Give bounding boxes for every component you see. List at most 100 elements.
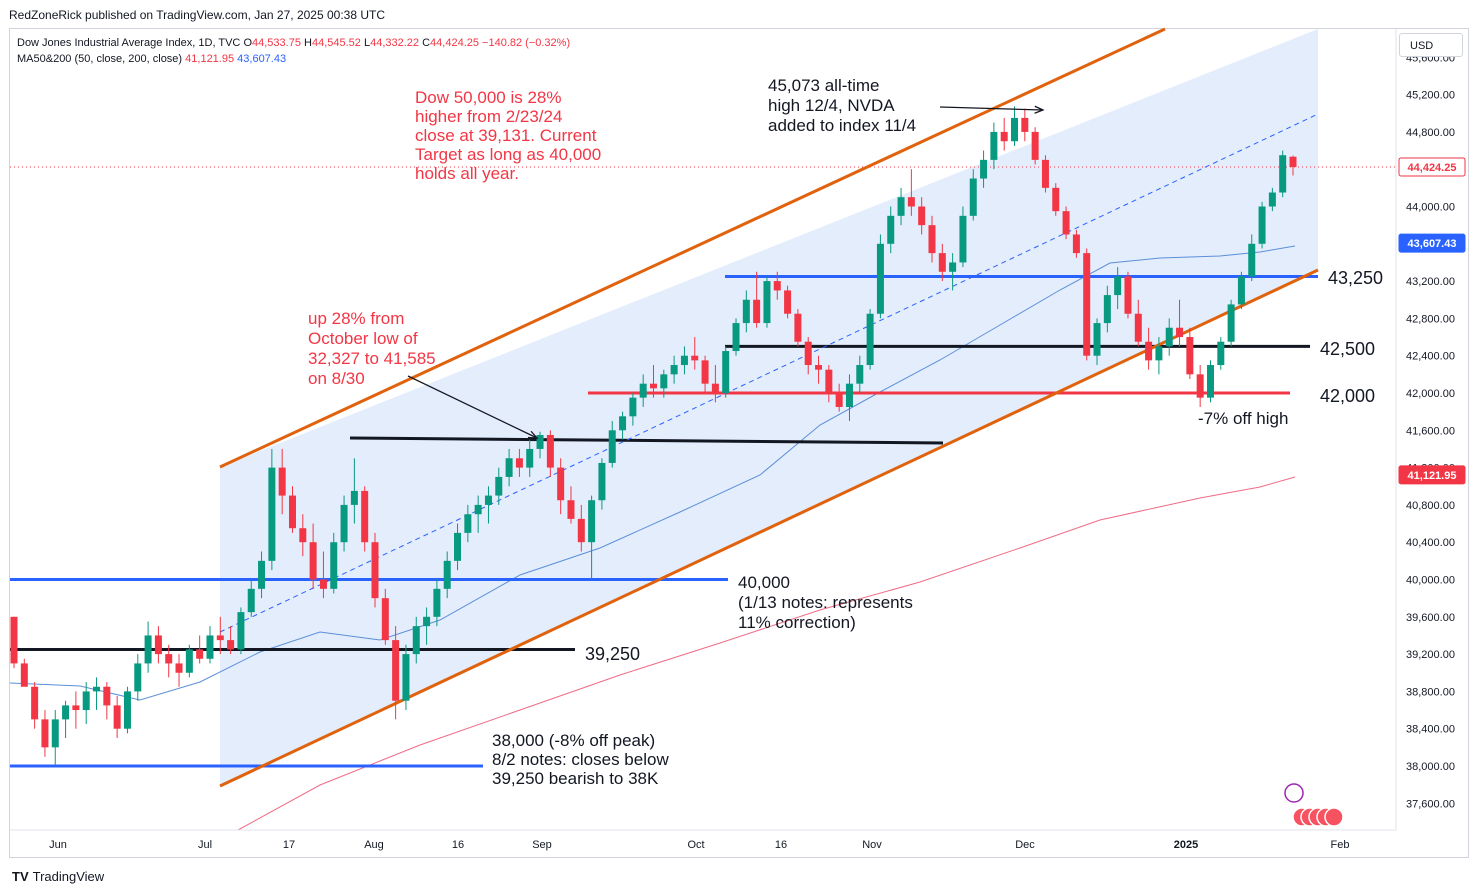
annotation-line: 40,000 [738, 573, 790, 592]
annotation-line: October low of [308, 329, 418, 348]
candle-body [567, 500, 575, 519]
ma200-value: 41,121.95 [185, 53, 235, 65]
level-label: 42,500 [1320, 339, 1376, 359]
candle-body [588, 500, 596, 543]
candle-body [1134, 313, 1142, 342]
candle-body [227, 640, 235, 650]
annotation-level38k: 38,000 (-8% off peak) 8/2 notes: closes b… [492, 731, 669, 788]
candle-body [247, 588, 255, 613]
y-tick-label: 37,600.00 [1406, 798, 1455, 810]
annotation-line: 45,073 all-time [768, 76, 880, 95]
candle-body [464, 514, 472, 533]
candle-body [433, 588, 441, 617]
candle-body [1103, 295, 1111, 324]
legend-symbol: Dow Jones Industrial Average Index, 1D, … [17, 37, 241, 49]
currency-button[interactable]: USD [1399, 33, 1463, 57]
candle-body [515, 458, 523, 468]
candle-body [216, 635, 224, 641]
candle-body [258, 560, 266, 589]
candle-body [144, 635, 152, 664]
candle-body [1206, 365, 1214, 398]
annotation-line: Target as long as 40,000 [415, 145, 602, 164]
last-price-label-box [1398, 157, 1466, 177]
ma200-price-label-text: 41,121.95 [1408, 470, 1457, 482]
candle-body [526, 448, 534, 468]
annotation-line: -7% off high [1198, 409, 1289, 428]
annotation-line: close at 39,131. Current [415, 126, 597, 145]
candle-body [10, 616, 18, 664]
candle-body [1083, 253, 1091, 356]
candle-body [51, 719, 59, 748]
candle-body [402, 654, 410, 701]
candle-body [93, 686, 101, 692]
candle-body [650, 383, 657, 389]
candle-body [268, 467, 276, 561]
candle-body [959, 215, 967, 263]
ma50-price-label: 43,607.43 [1398, 233, 1466, 253]
x-tick-label: Jun [49, 839, 67, 851]
candle-body [340, 504, 348, 543]
candle-body [154, 635, 162, 655]
candle-body [536, 434, 544, 449]
ma50-price-label-box [1398, 233, 1466, 253]
c-value: 44,424.25 [430, 37, 479, 49]
h-value: 44,545.52 [311, 37, 361, 49]
candle-body [1186, 337, 1194, 375]
y-tick-label: 39,600.00 [1406, 612, 1455, 624]
candle-body [753, 299, 761, 324]
y-tick-label: 38,000.00 [1406, 761, 1455, 773]
candle-body [361, 490, 369, 543]
up28-arrow [407, 375, 538, 439]
annotation-line: added to index 11/4 [768, 116, 917, 135]
candle-body [876, 243, 884, 314]
candle-body [794, 313, 802, 342]
level-label: 39,250 [585, 644, 641, 664]
candle-body [350, 490, 358, 505]
x-tick-label: 16 [452, 839, 464, 851]
candle-body [918, 206, 926, 226]
y-tick-label: 38,400.00 [1406, 724, 1455, 736]
candle-body [1217, 341, 1225, 366]
annotation-dow50k: Dow 50,000 is 28% higher from 2/23/24 clos… [415, 88, 601, 183]
c-label: C [422, 37, 431, 49]
legend: Dow Jones Industrial Average Index, 1D, … [17, 35, 570, 67]
candle-body [1227, 304, 1235, 342]
legend-line-2: MA50&200 (50, close, 200, close) 41,121.… [17, 51, 570, 67]
annotation-up28: up 28% from October low of 32,327 to 41,58… [308, 309, 436, 389]
candle-body [381, 598, 389, 641]
y-tick-label: 42,400.00 [1406, 351, 1455, 363]
candle-body [969, 178, 977, 216]
candle-body [505, 458, 513, 477]
candle-body [319, 579, 327, 589]
candle-body [598, 462, 606, 501]
horizontal-levels [10, 166, 1396, 768]
candle-body [711, 383, 719, 393]
y-tick-label: 40,000.00 [1406, 575, 1455, 587]
x-tick-label: Sep [532, 839, 552, 851]
candle-body [62, 705, 70, 720]
x-tick-label: Jul [198, 839, 212, 851]
o-label: O [243, 37, 253, 49]
ma200-price-label-box [1398, 465, 1466, 485]
candle-body [866, 313, 874, 366]
candle-body [722, 351, 730, 393]
annotation-line: (1/13 notes: represents [738, 593, 913, 612]
candle-body [1155, 346, 1163, 361]
candle-body [371, 542, 379, 599]
ath-arrow-head [1034, 105, 1045, 114]
candle-body [196, 649, 204, 659]
candle-body [1196, 374, 1204, 398]
y-tick-label: 45,200.00 [1406, 90, 1455, 102]
x-axis: Jun Jul 17 Aug 16 Sep Oct 16 Nov Dec 2025 Feb [10, 829, 1396, 851]
x-tick-label: 16 [775, 839, 787, 851]
candle-body [691, 355, 699, 361]
candle-body [1145, 341, 1153, 361]
candle-body [804, 341, 812, 366]
ath-arrow [939, 106, 1044, 111]
annotation-line: holds all year. [415, 164, 519, 183]
y-tick-label: 38,800.00 [1406, 686, 1455, 698]
ma200-line [237, 476, 1296, 831]
footer: TV TradingView [12, 869, 104, 884]
x-tick-label: 17 [283, 839, 295, 851]
